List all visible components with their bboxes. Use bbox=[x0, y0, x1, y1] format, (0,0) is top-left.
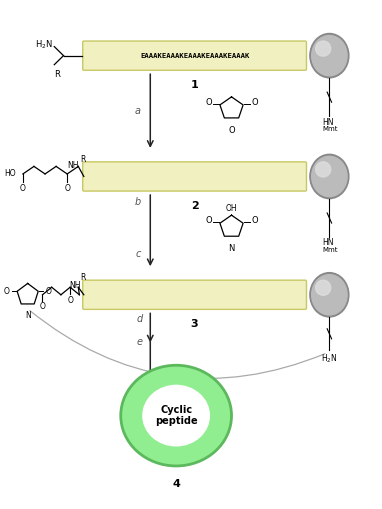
Ellipse shape bbox=[312, 156, 347, 196]
Text: O: O bbox=[205, 98, 212, 107]
Text: R: R bbox=[54, 70, 60, 79]
Text: O: O bbox=[67, 296, 73, 305]
Text: d: d bbox=[137, 315, 143, 324]
FancyBboxPatch shape bbox=[83, 280, 306, 309]
Text: N: N bbox=[228, 244, 235, 253]
Text: 2: 2 bbox=[191, 201, 199, 211]
Text: b: b bbox=[135, 197, 141, 207]
Text: O: O bbox=[251, 98, 258, 107]
Ellipse shape bbox=[121, 365, 231, 466]
FancyBboxPatch shape bbox=[83, 41, 306, 70]
Text: O: O bbox=[39, 302, 45, 312]
Text: O: O bbox=[251, 216, 258, 225]
Text: HO: HO bbox=[4, 169, 16, 179]
Ellipse shape bbox=[310, 154, 349, 199]
FancyArrowPatch shape bbox=[30, 310, 325, 378]
Text: O: O bbox=[228, 126, 235, 135]
Text: OH: OH bbox=[226, 204, 237, 213]
Text: O: O bbox=[20, 184, 26, 193]
Text: Cyclic
peptide: Cyclic peptide bbox=[155, 405, 197, 427]
Text: EAAAKEAAAKEAAAKEAAAKEAAAK: EAAAKEAAAKEAAAKEAAAKEAAAK bbox=[140, 52, 249, 59]
Text: O: O bbox=[45, 287, 51, 296]
Ellipse shape bbox=[310, 273, 349, 317]
Text: HN: HN bbox=[322, 238, 333, 247]
Ellipse shape bbox=[316, 280, 331, 295]
Text: R: R bbox=[80, 273, 86, 282]
Text: O: O bbox=[4, 287, 10, 296]
Text: NH: NH bbox=[67, 161, 78, 171]
Text: e: e bbox=[137, 337, 143, 347]
Ellipse shape bbox=[312, 275, 347, 315]
Ellipse shape bbox=[143, 385, 209, 446]
Ellipse shape bbox=[316, 41, 331, 56]
Text: Mmt: Mmt bbox=[322, 247, 338, 253]
Text: R: R bbox=[80, 155, 86, 164]
Text: NH: NH bbox=[69, 281, 80, 290]
Text: N: N bbox=[25, 311, 31, 320]
Ellipse shape bbox=[310, 34, 349, 78]
Text: a: a bbox=[135, 106, 141, 116]
Text: H$_2$N: H$_2$N bbox=[36, 38, 53, 51]
Text: HN: HN bbox=[322, 118, 333, 127]
Text: O: O bbox=[205, 216, 212, 225]
Ellipse shape bbox=[312, 36, 347, 76]
Text: 4: 4 bbox=[172, 478, 180, 489]
Text: c: c bbox=[136, 249, 141, 259]
Text: O: O bbox=[64, 184, 70, 193]
Text: 3: 3 bbox=[191, 319, 198, 329]
Text: 1: 1 bbox=[191, 80, 199, 90]
Ellipse shape bbox=[316, 162, 331, 177]
Text: H$_2$N: H$_2$N bbox=[321, 353, 338, 365]
FancyBboxPatch shape bbox=[83, 162, 306, 191]
Text: Mmt: Mmt bbox=[322, 126, 338, 132]
